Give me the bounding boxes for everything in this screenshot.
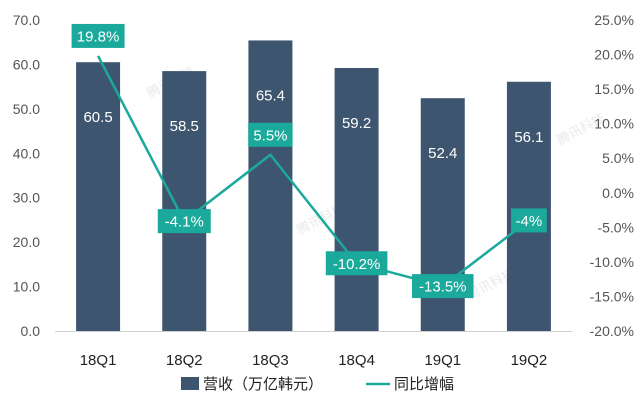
- y-left-tick-label: 70.0: [13, 12, 40, 28]
- growth-label-box: [411, 274, 474, 299]
- y-right-tick-label: -5.0%: [597, 219, 634, 235]
- bar-series: [76, 40, 551, 332]
- bar-value-label: 59.2: [342, 115, 371, 132]
- y-right-tick-label: 25.0%: [594, 12, 634, 28]
- x-tick-label: 18Q1: [80, 352, 117, 369]
- growth-label-text: -10.2%: [333, 256, 381, 273]
- y-right-tick-label: 15.0%: [594, 81, 634, 97]
- growth-label-text: -4.1%: [165, 214, 204, 231]
- bar-value-label: 56.1: [514, 129, 543, 146]
- y-right-tick-label: 20.0%: [594, 47, 634, 63]
- y-right-tick-label: -20.0%: [590, 323, 634, 339]
- bar-18Q2: [162, 71, 207, 331]
- growth-label-box: [248, 122, 293, 147]
- y-right-tick-label: 0.0%: [602, 185, 634, 201]
- bar-value-label: 60.5: [83, 109, 112, 126]
- growth-label-text: -4%: [516, 213, 543, 230]
- y-left-axis: 0.0 10.0 20.0 30.0 40.0 50.0 60.0 70.0: [13, 12, 40, 339]
- x-tick-label: 19Q2: [511, 352, 548, 369]
- growth-label-text: 5.5%: [253, 127, 287, 144]
- x-tick-label: 19Q1: [424, 352, 461, 369]
- y-right-tick-label: -10.0%: [590, 254, 634, 270]
- bar-value-label: 58.5: [170, 118, 199, 135]
- y-right-axis: -20.0% -15.0% -10.0% -5.0% 0.0% 5.0% 10.0% 15.0…: [590, 12, 634, 339]
- bar-labels: 60.5 58.5 65.4 59.2 52.4 56.1: [83, 87, 543, 162]
- bar-19Q2: [506, 81, 551, 332]
- y-left-tick-label: 50.0: [13, 101, 40, 117]
- x-tick-label: 18Q2: [166, 352, 203, 369]
- growth-label-box: [71, 23, 125, 48]
- y-right-tick-label: -15.0%: [590, 288, 634, 304]
- bar-18Q1: [76, 62, 121, 331]
- growth-label-box: [157, 209, 211, 234]
- y-left-tick-label: 0.0: [21, 323, 41, 339]
- legend-bar-label: 营收（万亿韩元）: [203, 376, 323, 393]
- legend-bar-swatch: [181, 377, 199, 390]
- bar-value-label: 52.4: [428, 145, 457, 162]
- x-tick-label: 18Q4: [338, 352, 375, 369]
- y-right-tick-label: 10.0%: [594, 116, 634, 132]
- x-axis: 18Q1 18Q2 18Q3 18Q4 19Q1 19Q2: [55, 331, 572, 369]
- bar-value-label: 65.4: [256, 87, 285, 104]
- x-tick-label: 18Q3: [252, 352, 289, 369]
- growth-label-box: [325, 251, 388, 276]
- growth-label-box: [511, 208, 547, 233]
- bar-18Q3: [248, 40, 293, 332]
- y-left-tick-label: 60.0: [13, 56, 40, 72]
- y-left-tick-label: 40.0: [13, 145, 40, 161]
- line-labels: 19.8% -4.1% 5.5% -10.2% -13.5% -4%: [71, 23, 547, 299]
- growth-label-text: -13.5%: [419, 279, 467, 296]
- y-left-tick-label: 30.0: [13, 190, 40, 206]
- y-left-tick-label: 10.0: [13, 279, 40, 295]
- growth-label-text: 19.8%: [77, 28, 120, 45]
- y-left-tick-label: 20.0: [13, 234, 40, 250]
- y-right-tick-label: 5.0%: [602, 150, 634, 166]
- legend-line-label: 同比增幅: [394, 376, 454, 393]
- bar-18Q4: [334, 67, 379, 332]
- legend: 营收（万亿韩元） 同比增幅: [181, 376, 454, 393]
